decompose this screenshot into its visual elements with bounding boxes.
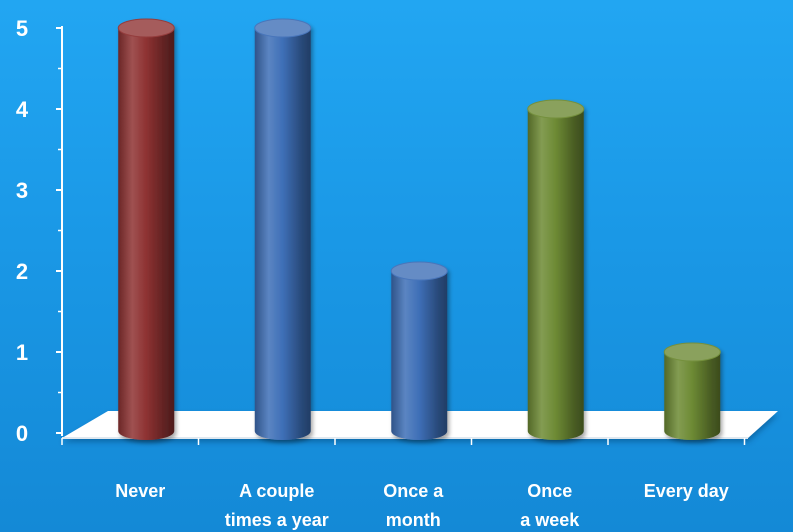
x-tick-label: Once <box>527 481 572 501</box>
bar-top <box>663 342 721 362</box>
bar-top <box>117 18 175 38</box>
x-tick-label: Once a <box>383 481 444 501</box>
bar-2 <box>390 261 448 440</box>
x-tick-label: month <box>386 510 441 530</box>
y-tick-label: 0 <box>16 421 28 446</box>
y-axis: 0 1 2 3 4 5 <box>16 16 63 446</box>
y-tick-label: 5 <box>16 16 28 41</box>
bar-4 <box>663 342 721 440</box>
x-tick-label: Every day <box>644 481 729 501</box>
bars <box>117 18 721 440</box>
bar-body <box>254 28 311 440</box>
y-tick-label: 3 <box>16 178 28 203</box>
bar-top <box>254 18 312 38</box>
y-tick-label: 2 <box>16 259 28 284</box>
category-labels: Never A couple times a year Once a month Once… <box>115 481 729 530</box>
bar-body <box>527 109 584 440</box>
bar-body <box>664 352 721 440</box>
x-tick-label: a week <box>520 510 580 530</box>
y-tick-label: 1 <box>16 340 28 365</box>
bar-body <box>118 28 175 440</box>
bar-top <box>527 99 585 119</box>
x-tick-label: times a year <box>225 510 329 530</box>
bar-body <box>391 271 448 440</box>
y-tick-label: 4 <box>16 97 29 122</box>
x-tick-label: Never <box>115 481 165 501</box>
bar-3 <box>527 99 585 440</box>
bar-0 <box>117 18 175 440</box>
x-tick-label: A couple <box>239 481 314 501</box>
bar-1 <box>254 18 312 440</box>
bar-top <box>390 261 448 281</box>
